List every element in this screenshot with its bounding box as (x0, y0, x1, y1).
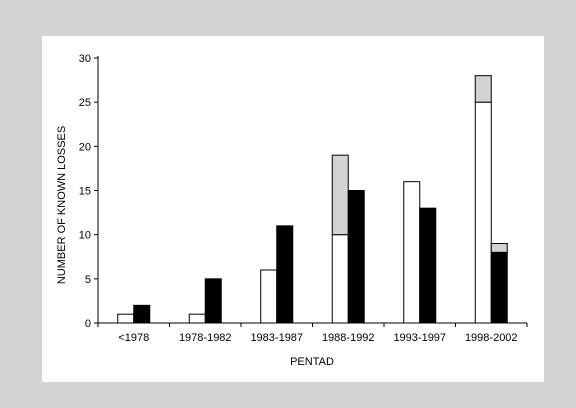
y-tick-label: 10 (79, 230, 91, 242)
y-tick-label: 0 (85, 318, 91, 330)
x-tick-label: 1983-1987 (250, 332, 303, 344)
bar-0-group-1-black (133, 304, 151, 324)
y-axis-title: NUMBER OF KNOWN LOSSES (56, 126, 68, 284)
x-tick-label: 1993-1997 (393, 332, 446, 344)
x-tick-label: 1978-1982 (179, 332, 232, 344)
x-axis-title: PENTAD (290, 356, 334, 368)
bar-0-group-0-white (117, 313, 135, 324)
bar-4-group-1-black (419, 207, 437, 324)
axes-layer: 0 5 10 15 20 25 30 <1978 1978-1982 1983-1987 1988-… (79, 53, 528, 344)
x-tick-label: <1978 (118, 332, 149, 344)
bar-4-group-0-white (403, 181, 421, 324)
y-tick-label: 30 (79, 53, 91, 65)
bar-1-group-0-white (188, 313, 206, 324)
x-tick-label: 1998-2002 (465, 332, 518, 344)
bar-3-group-0-white (331, 234, 349, 324)
y-tick-label: 20 (79, 141, 91, 153)
bar-3-group-1-black (347, 190, 365, 324)
chart-panel: 0 5 10 15 20 25 30 <1978 1978-1982 1983-1987 1988-… (42, 36, 544, 382)
bar-5-group-1-black (490, 251, 508, 324)
bar-chart: 0 5 10 15 20 25 30 <1978 1978-1982 1983-1987 1988-… (56, 53, 528, 368)
bars-layer (117, 75, 508, 324)
bar-2-group-1-black (276, 225, 294, 324)
bar-5-group-0-gray (474, 75, 492, 103)
bar-1-group-1-black (204, 278, 222, 324)
y-tick-label: 5 (85, 274, 91, 286)
bar-2-group-0-white (260, 269, 278, 324)
y-tick-label: 15 (79, 186, 91, 198)
y-tick-label: 25 (79, 97, 91, 109)
bar-5-group-0-white (474, 101, 492, 324)
bar-3-group-0-gray (331, 154, 349, 236)
bar-5-group-1-gray (490, 243, 508, 253)
x-tick-label: 1988-1992 (322, 332, 375, 344)
